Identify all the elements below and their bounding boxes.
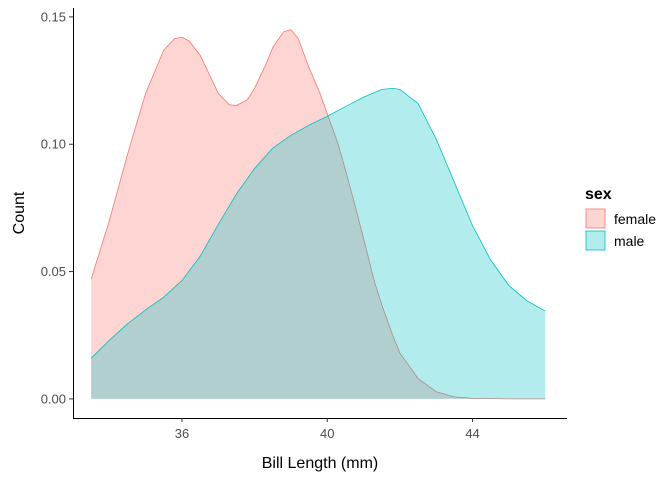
legend: sex female male <box>585 186 656 251</box>
x-tick-label: 40 <box>320 426 334 441</box>
x-axis-title: Bill Length (mm) <box>262 455 378 472</box>
density-area-male <box>91 88 546 399</box>
y-tick-label: 0.10 <box>41 137 66 152</box>
legend-key-male <box>585 230 606 251</box>
legend-key-female <box>585 208 606 229</box>
density-line-male <box>90 87 546 359</box>
legend-label-female: female <box>614 211 656 227</box>
legend-label-male: male <box>614 233 645 249</box>
series-layer <box>90 29 546 400</box>
plot-area: 36 40 44 0.00 0.05 0.10 0.15 <box>41 8 567 441</box>
x-axis-ticks: 36 40 44 <box>175 418 480 441</box>
x-tick-label: 36 <box>175 426 189 441</box>
y-tick-label: 0.05 <box>41 264 66 279</box>
density-area-female <box>91 29 546 399</box>
y-axis-ticks: 0.00 0.05 0.10 0.15 <box>41 9 73 406</box>
legend-title: sex <box>585 186 612 203</box>
y-axis-title: Count <box>11 191 28 234</box>
x-tick-label: 44 <box>465 426 479 441</box>
y-tick-label: 0.00 <box>41 391 66 406</box>
density-line-female <box>90 29 546 400</box>
y-tick-label: 0.15 <box>41 9 66 24</box>
